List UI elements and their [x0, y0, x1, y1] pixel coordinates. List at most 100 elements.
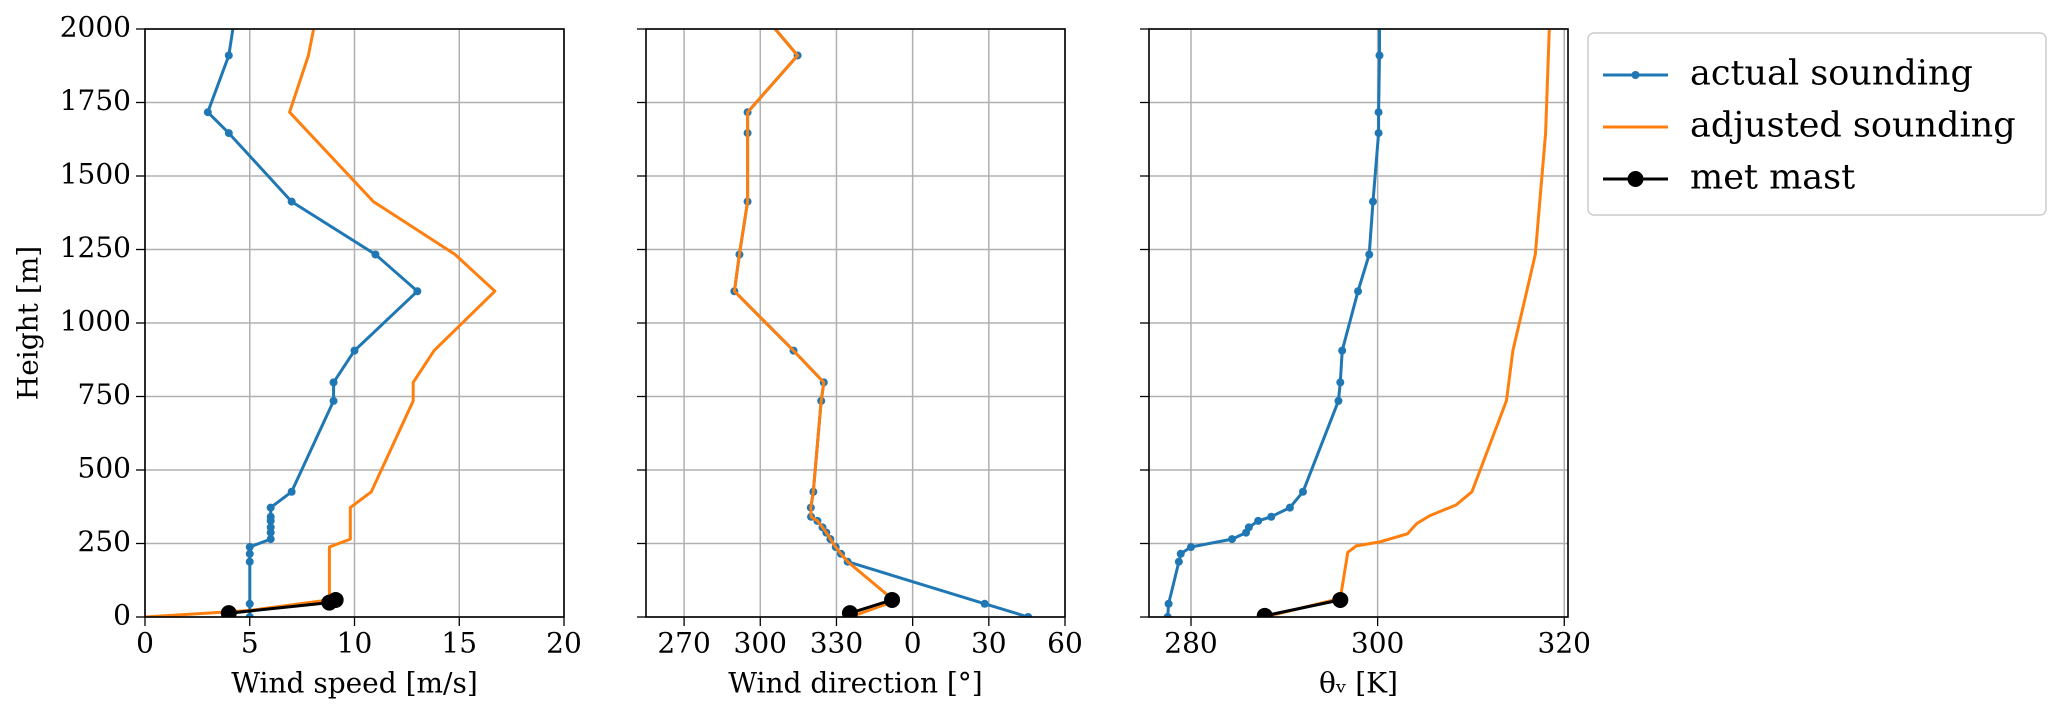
y-tick-label: 1250: [60, 231, 131, 264]
marker: [329, 396, 338, 405]
x-tick-label: 15: [441, 627, 477, 660]
marker: [1176, 549, 1185, 558]
axes-frame: [144, 28, 565, 618]
x-tick-label: 20: [546, 627, 582, 660]
x-tick-label: 30: [971, 627, 1007, 660]
marker: [350, 346, 359, 355]
marker: [1024, 613, 1033, 617]
marker: [1186, 543, 1195, 552]
marker: [1336, 378, 1345, 387]
series-line: [1166, 29, 1381, 617]
series-line: [1264, 598, 1341, 617]
marker: [245, 543, 254, 552]
marker: [266, 512, 275, 521]
marker: [1164, 599, 1173, 608]
x-tick-label: 0: [904, 627, 922, 660]
y-tick-label: 1750: [60, 84, 131, 117]
axes-frame: [645, 28, 1066, 618]
marker: [224, 129, 233, 138]
panel: 280 300 320 θᵥ [K]: [1140, 10, 1591, 700]
marker: [1267, 512, 1276, 521]
x-tick-label: 330: [810, 627, 863, 660]
marker: [884, 591, 901, 608]
marker: [1254, 516, 1263, 525]
marker: [980, 599, 989, 608]
y-tick-label: 500: [78, 452, 131, 485]
marker: [1365, 250, 1374, 259]
marker: [841, 605, 858, 617]
marker: [1368, 197, 1377, 206]
panel: 0 5 10 15 20 0 250 500 750 1000 1250 1500 1750 2000 Wi…: [12, 10, 582, 700]
x-axis-label: θᵥ [K]: [1319, 667, 1398, 700]
legend-label: adjusted sounding: [1690, 106, 2016, 146]
legend-box: [1587, 32, 2047, 216]
marker: [1375, 10, 1383, 18]
legend-label: met mast: [1690, 158, 1855, 198]
x-axis-label: Wind speed [m/s]: [231, 667, 478, 700]
marker: [245, 613, 254, 617]
series-group: [145, 10, 497, 617]
marker: [224, 51, 233, 60]
series-group: [1163, 10, 1551, 617]
y-tick-label: 250: [78, 525, 131, 558]
x-tick-label: 0: [136, 627, 154, 660]
marker: [220, 605, 237, 617]
series-line: [732, 29, 1029, 617]
marker: [245, 549, 254, 558]
x-tick-label: 10: [337, 627, 373, 660]
x-tick-label: 270: [657, 627, 710, 660]
series-line: [1264, 29, 1551, 617]
marker: [759, 10, 767, 18]
legend-marker: [1627, 171, 1644, 187]
marker: [245, 557, 254, 566]
series-line: [732, 29, 897, 617]
x-tick-label: 320: [1538, 627, 1591, 660]
marker: [1374, 129, 1383, 138]
marker: [266, 523, 275, 532]
marker: [1338, 346, 1347, 355]
marker: [371, 250, 380, 259]
marker: [1285, 503, 1294, 512]
marker: [329, 378, 338, 387]
marker: [203, 108, 212, 117]
marker: [1228, 535, 1237, 544]
legend-marker: [1631, 71, 1640, 79]
marker: [287, 487, 296, 496]
marker: [1298, 487, 1307, 496]
y-tick-label: 1000: [60, 305, 131, 338]
marker: [1375, 51, 1384, 60]
marker: [1334, 396, 1343, 405]
series-group: [730, 10, 1033, 617]
axes-frame: [1148, 28, 1569, 618]
marker: [1163, 613, 1172, 617]
series-line: [206, 29, 419, 617]
marker: [1354, 287, 1363, 296]
marker: [245, 599, 254, 608]
marker: [231, 10, 239, 18]
marker: [327, 591, 344, 608]
x-tick-label: 300: [734, 627, 787, 660]
marker: [266, 535, 275, 544]
y-axis-label: Height [m]: [12, 246, 45, 400]
marker: [1256, 607, 1273, 617]
y-tick-label: 1500: [60, 158, 131, 191]
marker: [1332, 591, 1349, 608]
legend: actual sounding adjusted sounding met mast: [1587, 32, 2047, 216]
marker: [1174, 557, 1183, 566]
legend-label: actual sounding: [1690, 54, 1973, 94]
panel: 270 300 330 0 30 60 Wind direction [°]: [637, 10, 1083, 700]
marker: [287, 197, 296, 206]
x-tick-label: 60: [1047, 627, 1083, 660]
marker: [266, 503, 275, 512]
x-axis-label: Wind direction [°]: [728, 667, 982, 700]
marker: [1374, 108, 1383, 117]
series-line: [145, 29, 497, 617]
x-tick-label: 300: [1351, 627, 1404, 660]
marker: [1244, 523, 1253, 532]
x-tick-label: 280: [1164, 627, 1217, 660]
x-tick-label: 5: [241, 627, 259, 660]
marker: [413, 287, 422, 296]
y-tick-label: 750: [78, 378, 131, 411]
y-tick-label: 0: [113, 599, 131, 632]
